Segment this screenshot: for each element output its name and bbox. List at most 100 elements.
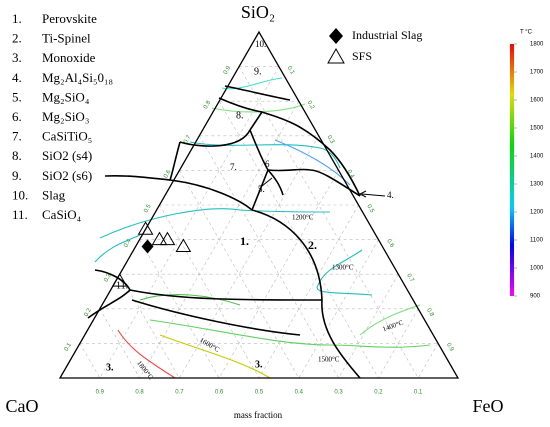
bottom-tick-label: 0.7 <box>175 390 184 396</box>
legend-name: Ti-Spinel <box>42 31 91 46</box>
isotherm-label: 1300°C <box>332 264 354 272</box>
legend-number: 2. <box>12 31 22 46</box>
colorbar-tick-label: 1300 <box>530 182 544 188</box>
legend-number: 6. <box>12 109 22 124</box>
left-tick-label: 0.8 <box>203 99 213 110</box>
legend-label: SFS <box>352 49 372 63</box>
bottom-tick-label: 0.8 <box>135 390 144 396</box>
grid-line <box>119 274 180 379</box>
region-label: 8. <box>236 110 244 121</box>
left-tick-label: 0.6 <box>163 169 173 180</box>
grid-line <box>179 170 300 379</box>
right-tick-label: 0.8 <box>425 308 435 319</box>
left-tick-label: 0.3 <box>103 272 113 283</box>
left-tick-label: 0.9 <box>223 65 233 76</box>
left-tick-label: 0.7 <box>183 134 193 145</box>
legend-name: SiO2 (s6) <box>42 168 92 183</box>
legend-number: 9. <box>12 168 22 183</box>
legend-number: 8. <box>12 148 22 163</box>
colorbar-tick-label: 1800 <box>530 42 544 48</box>
grid-line <box>179 135 319 379</box>
legend-name: Perovskite <box>42 11 97 26</box>
legend-marker <box>329 28 343 44</box>
legend-name: Monoxide <box>42 50 96 65</box>
data-point <box>111 273 128 287</box>
colorbar-tick-label: 1200 <box>530 210 544 216</box>
grid-line <box>218 170 339 379</box>
colorbar-tick-label: 1000 <box>530 266 544 272</box>
left-tick-label: 0.1 <box>64 342 74 353</box>
left-tick-label: 0.4 <box>123 238 133 249</box>
legend-number: 11. <box>12 207 28 222</box>
data-point <box>159 231 176 246</box>
legend-name: Slag <box>42 187 66 202</box>
isotherm-label: 1200°C <box>292 214 314 222</box>
legend-number: 4. <box>12 70 22 85</box>
arrows <box>261 177 386 198</box>
grid-line <box>139 239 220 379</box>
vertex-label: CaO <box>6 396 39 416</box>
region-label: 9. <box>254 66 262 77</box>
colorbar-tick-label: 1700 <box>530 70 544 76</box>
bottom-tick-label: 0.1 <box>414 390 423 396</box>
isotherm-label: 1500°C <box>318 356 340 364</box>
phase-boundaries <box>87 85 361 379</box>
colorbar-title: T °C <box>520 30 533 36</box>
region-label: 11. <box>116 280 128 291</box>
vertex-label: FeO <box>473 396 504 416</box>
legend-marker <box>327 47 345 64</box>
grid-line <box>79 343 101 379</box>
right-tick-label: 0.5 <box>365 204 375 215</box>
legend-name: Mg₂SiO₄ <box>42 89 90 104</box>
bottom-tick-label: 0.4 <box>295 390 304 396</box>
colorbar-tick-label: 1500 <box>530 126 544 132</box>
colorbar-tick-label: 1400 <box>530 154 544 160</box>
right-tick-label: 0.9 <box>445 342 455 353</box>
isotherms <box>94 77 431 379</box>
ternary-frame <box>58 30 460 379</box>
grid-line <box>298 239 379 379</box>
data-point <box>175 238 192 253</box>
right-tick-label: 0.4 <box>346 169 356 180</box>
region-label: 6 <box>265 159 270 169</box>
grid-line <box>338 274 399 379</box>
legend-name: Mg₂SiO₃ <box>42 109 89 124</box>
bottom-tick-label: 0.6 <box>215 390 224 396</box>
region-label: 2. <box>308 238 317 252</box>
region-label: 7. <box>230 162 237 172</box>
grid-line <box>99 66 280 379</box>
right-tick-label: 0.1 <box>286 65 296 76</box>
legend-name: SiO2 (s4) <box>42 148 92 163</box>
legend-name: CaSiO₄ <box>42 207 82 222</box>
isotherm-label: 1400°C <box>381 318 404 333</box>
region-label: 1. <box>240 234 249 248</box>
left-tick-label: 0.2 <box>84 307 94 318</box>
right-tick-label: 0.3 <box>326 135 336 146</box>
colorbar <box>510 44 514 296</box>
bottom-tick-label: 0.9 <box>96 390 105 396</box>
legend-number: 3. <box>12 50 22 65</box>
grid-line <box>258 204 359 379</box>
data-point <box>137 221 154 235</box>
data-point <box>151 231 168 246</box>
legend-number: 5. <box>12 89 22 104</box>
grid-line <box>417 343 439 379</box>
right-tick-label: 0.7 <box>405 273 415 284</box>
region-label: 3. <box>106 362 114 373</box>
legend-name: Mg₂Al₄Si₅0₁₈ <box>42 70 113 85</box>
legend-number: 1. <box>12 11 22 26</box>
colorbar-tick-label: 1600 <box>530 98 544 104</box>
data-point <box>141 239 154 254</box>
grid-line <box>218 101 379 379</box>
right-tick-label: 0.6 <box>385 238 395 249</box>
vertex-label: SiO₂ <box>241 2 275 22</box>
bottom-tick-label: 0.5 <box>255 390 264 396</box>
legend-name: CaSiTiO₅ <box>42 129 92 144</box>
legend-number: 7. <box>12 129 22 144</box>
right-tick-label: 0.2 <box>306 100 316 111</box>
grid-line <box>99 308 140 379</box>
colorbar-tick-label: 1100 <box>530 238 544 244</box>
grid-line <box>139 101 300 379</box>
grid-line <box>199 135 339 379</box>
